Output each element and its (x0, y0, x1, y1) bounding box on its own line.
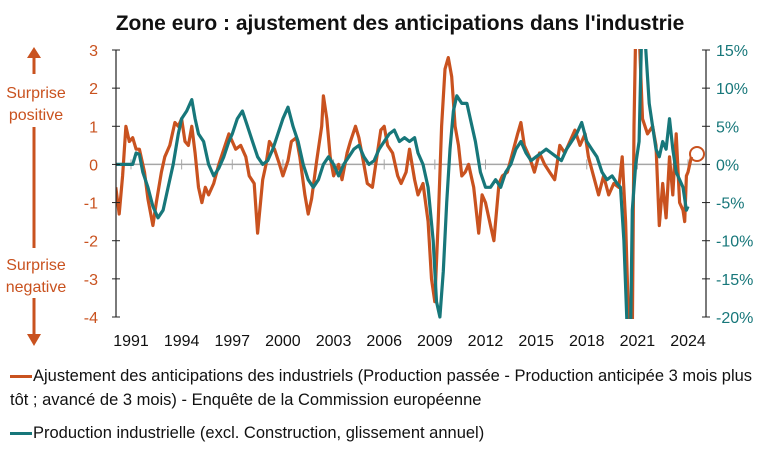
x-axis-tick-label: 2003 (316, 333, 352, 350)
right-axis-tick-label: -10% (716, 234, 753, 251)
left-axis-tick-label: -1 (84, 196, 98, 213)
legend-label-orange: Ajustement des anticipations des industr… (10, 367, 753, 409)
legend-swatch-orange (10, 375, 32, 379)
legend-item-teal: Production industrielle (excl. Construct… (10, 421, 484, 445)
left-axis-tick-label: -4 (84, 310, 98, 327)
right-axis-tick-label: -20% (716, 310, 753, 327)
x-axis-tick-label: 2009 (417, 333, 453, 350)
left-axis-tick-label: 0 (89, 157, 98, 174)
chart-title: Zone euro : ajustement des anticipations… (116, 12, 685, 35)
x-axis-tick-label: 2024 (670, 333, 706, 350)
x-axis-tick-label: 1991 (113, 333, 149, 350)
right-axis-tick-label: 15% (716, 43, 748, 60)
annotation-positive-2: positive (9, 107, 63, 124)
right-axis-tick-label: -5% (716, 196, 744, 213)
left-axis-tick-label: -2 (84, 234, 98, 251)
x-axis-tick-label: 1997 (214, 333, 250, 350)
series-line-expectations-adjustment (116, 49, 693, 319)
x-axis-tick-label: 1994 (164, 333, 200, 350)
x-axis-tick-label: 2015 (518, 333, 554, 350)
latest-point-marker (689, 146, 705, 162)
left-axis-tick-label: 2 (89, 81, 98, 98)
legend-label-teal: Production industrielle (excl. Construct… (33, 424, 485, 442)
right-axis-tick-label: 10% (716, 81, 748, 98)
left-axis-tick-label: 3 (89, 43, 98, 60)
x-axis-tick-label: 2012 (468, 333, 504, 350)
legend-item-orange: Ajustement des anticipations des industr… (10, 364, 768, 412)
up-arrow-icon (27, 47, 41, 58)
series-line-industrial-production (116, 49, 690, 319)
right-axis-tick-label: -15% (716, 272, 753, 289)
annotation-negative-1: Surprise (6, 257, 66, 274)
x-axis-tick-label: 2000 (265, 333, 301, 350)
down-arrow-icon (27, 334, 41, 346)
right-axis-tick-label: 5% (716, 119, 739, 136)
left-axis-tick-label: 1 (89, 119, 98, 136)
legend-swatch-teal (10, 432, 32, 436)
right-axis-tick-label: 0% (716, 157, 739, 174)
annotation-arrows (27, 47, 41, 346)
annotation-positive-1: Surprise (6, 85, 66, 102)
x-axis-tick-label: 2006 (366, 333, 402, 350)
x-axis-tick-label: 2021 (620, 333, 656, 350)
x-axis-tick-label: 2018 (569, 333, 605, 350)
left-axis-tick-label: -3 (84, 272, 98, 289)
annotation-negative-2: negative (6, 279, 67, 296)
